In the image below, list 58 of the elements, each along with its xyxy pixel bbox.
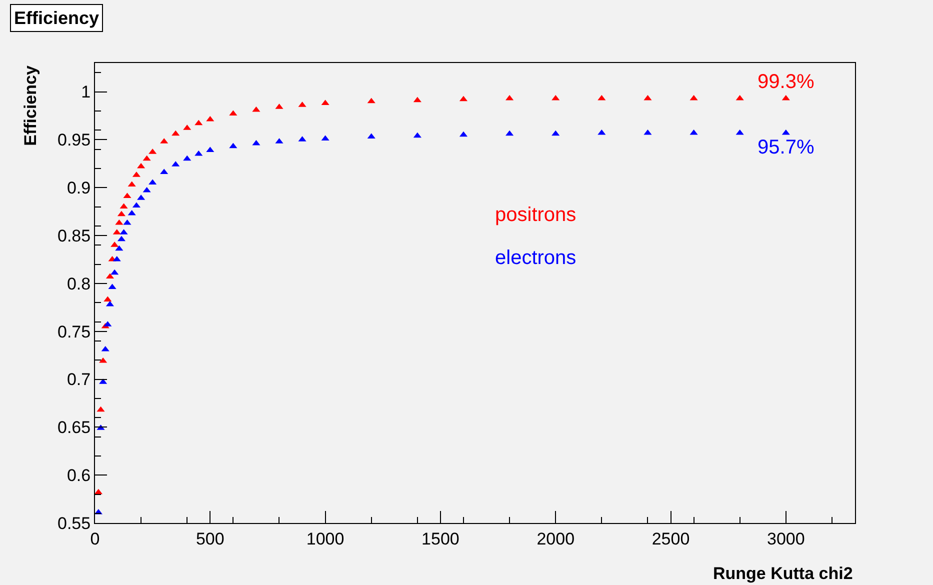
- y-tick-label: 0.7: [66, 370, 91, 390]
- x-tick-label: 2000: [536, 529, 575, 548]
- y-tick-label: 0.85: [58, 226, 91, 246]
- x-tick-label: 2500: [652, 529, 690, 548]
- point: [506, 130, 514, 136]
- point: [736, 94, 744, 100]
- point: [552, 130, 560, 136]
- y-tick-label: 0.55: [58, 514, 91, 533]
- point: [112, 256, 121, 262]
- point: [598, 129, 606, 135]
- y-tick-label: 0.65: [58, 418, 91, 438]
- point: [142, 186, 151, 192]
- point: [148, 179, 157, 185]
- point: [413, 96, 422, 102]
- point: [229, 142, 238, 148]
- y-tick-label: 0.8: [66, 274, 91, 294]
- y-tick-label: 0.9: [66, 178, 91, 198]
- y-tick-label: 0.95: [58, 130, 91, 150]
- point: [96, 406, 105, 412]
- point: [690, 129, 698, 135]
- point: [94, 488, 102, 494]
- point: [194, 120, 203, 126]
- x-tick-label: 0: [90, 529, 100, 548]
- point: [128, 210, 136, 216]
- point: [644, 94, 652, 100]
- point: [506, 94, 514, 100]
- text: electrons: [495, 247, 576, 269]
- x-tick-label: 1500: [422, 529, 460, 548]
- point: [132, 202, 140, 208]
- x-axis-title: Runge Kutta chi2: [713, 564, 853, 583]
- point: [367, 98, 376, 104]
- data-label: 95.7%: [758, 136, 814, 158]
- point: [252, 106, 260, 112]
- x-tick-label: 500: [196, 529, 224, 548]
- point: [367, 133, 376, 139]
- point: [644, 129, 652, 135]
- point: [782, 129, 790, 135]
- y-axis-title: Efficiency: [20, 65, 40, 146]
- x-tick-label: 1000: [306, 529, 344, 548]
- y-tick-label: 1: [81, 82, 91, 102]
- point: [736, 129, 744, 135]
- point: [142, 155, 151, 161]
- y-tick-label: 0.75: [58, 322, 91, 342]
- point: [183, 155, 192, 161]
- data-label: 99.3%: [758, 71, 814, 94]
- chart-title: Efficiency: [14, 8, 100, 28]
- text: positrons: [495, 204, 576, 226]
- point: [782, 94, 790, 100]
- point: [115, 245, 124, 251]
- point: [110, 269, 119, 275]
- point: [690, 94, 698, 100]
- y-tick-label: 0.6: [66, 466, 91, 486]
- point: [413, 132, 422, 138]
- point: [229, 110, 238, 116]
- point: [172, 130, 180, 136]
- x-tick-label: 3000: [766, 529, 805, 548]
- point: [552, 94, 560, 100]
- point: [598, 94, 606, 100]
